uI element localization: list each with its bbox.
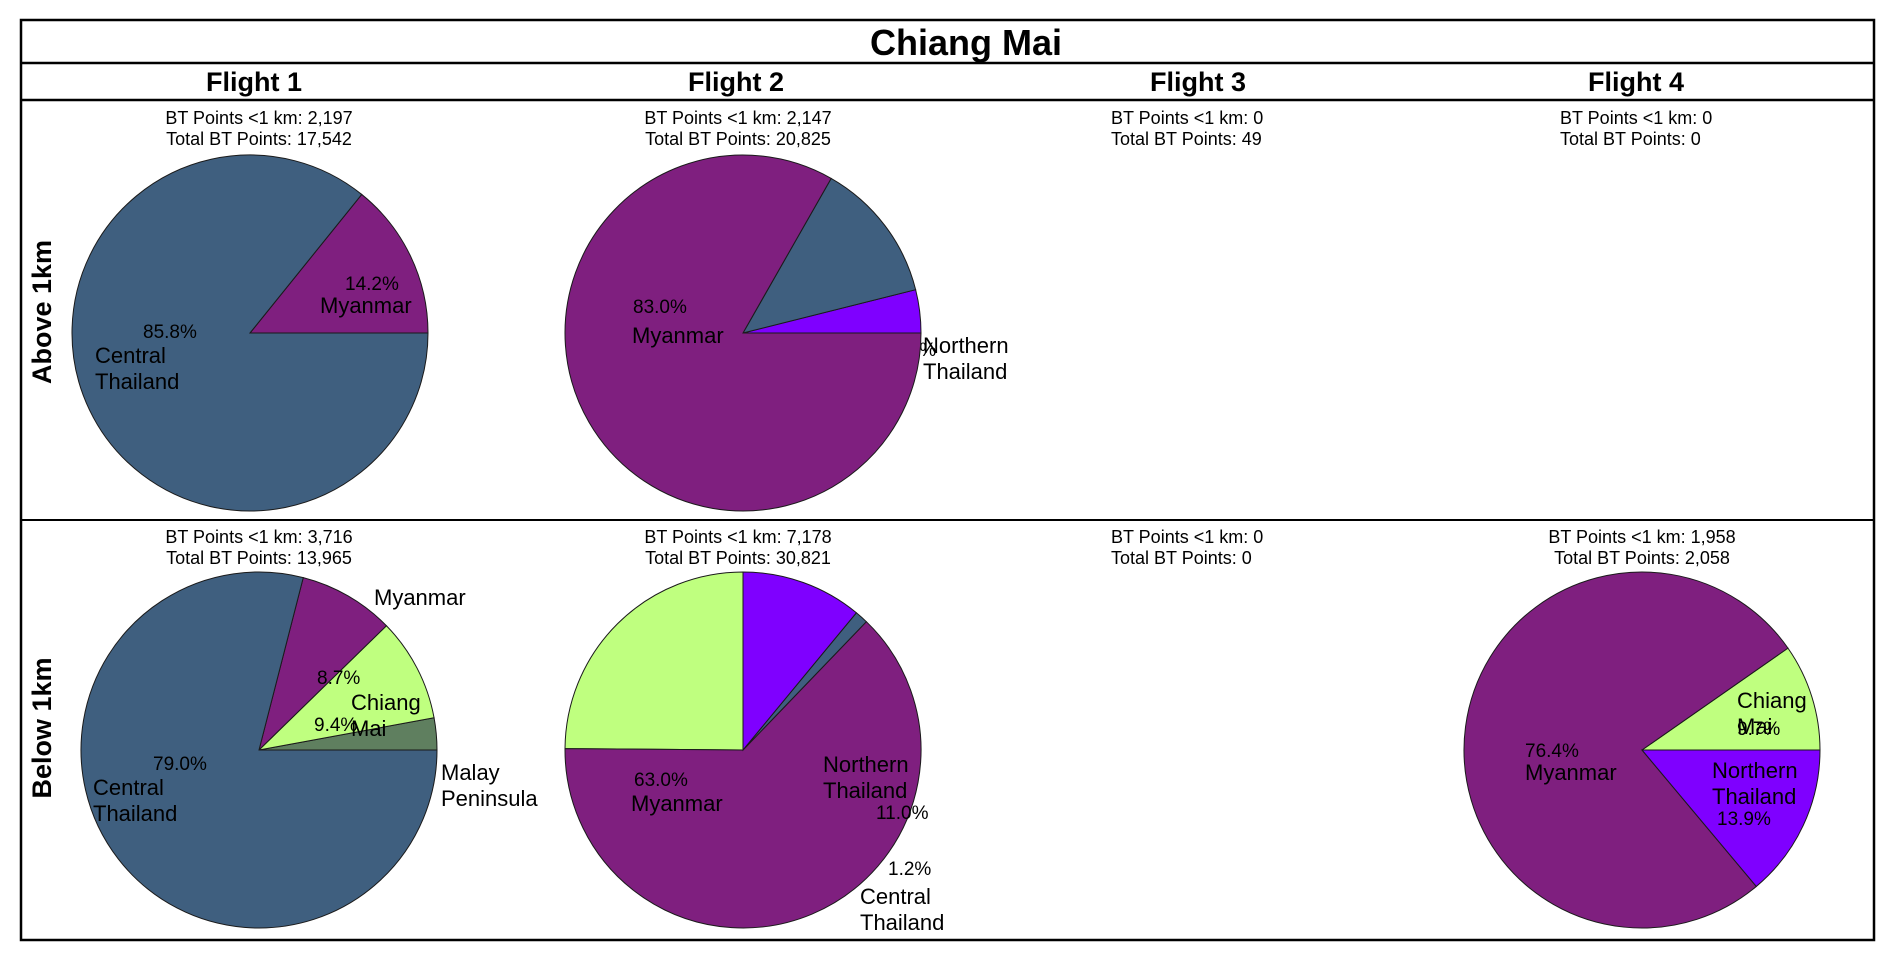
info-f1-above-bt-points: BT Points <1 km: 2,197 [165, 108, 352, 128]
slice-name-label: Mai [1737, 714, 1772, 739]
pie-slice-chiang-mai [257, 625, 435, 751]
figure-border [19, 18, 1876, 942]
slice-name-label: Central [95, 343, 166, 368]
pie-slice-northern-thailand [1640, 749, 1821, 888]
slice-name-label: Peninsula [441, 786, 538, 811]
slice-name-label: Thailand [923, 359, 1007, 384]
slice-name-label: Thailand [860, 910, 944, 935]
info-f2-below-bt-points: BT Points <1 km: 7,178 [644, 527, 831, 547]
slice-name-label: Myanmar [631, 791, 723, 816]
slice-name-label: Mai [351, 716, 386, 741]
info-f2-below-total: Total BT Points: 30,821 [645, 548, 831, 568]
column-header-flight-4: Flight 4 [1588, 67, 1684, 97]
info-f2-above-bt-points: BT Points <1 km: 2,147 [644, 108, 831, 128]
pie-slice-central-thailand [80, 571, 438, 929]
slice-percent-label: 9.4% [314, 715, 357, 736]
slice-name-label: Central [93, 775, 164, 800]
info-f4-below-total: Total BT Points: 2,058 [1554, 548, 1730, 568]
info-f2-above-total: Total BT Points: 20,825 [645, 129, 831, 149]
pie-flight-2-below-1km: 24.9%ChiangMai63.0%Myanmar1.2%CentralTha… [564, 571, 944, 935]
row-label-below-1km: Below 1km [27, 657, 57, 798]
pie-slice-chiang-mai [1640, 647, 1821, 751]
info-f1-above-total: Total BT Points: 17,542 [166, 129, 352, 149]
pie-flight-1-below-1km: 2.9%MalayPeninsula9.4%ChiangMai8.7%Myanm… [80, 571, 538, 929]
pie-slice-myanmar [248, 193, 429, 334]
pie-slice-central-thailand [71, 154, 429, 512]
slice-percent-label: 1.2% [888, 859, 931, 880]
info-f4-below-bt-points: BT Points <1 km: 1,958 [1548, 527, 1735, 547]
info-f1-below-bt-points: BT Points <1 km: 3,716 [165, 527, 352, 547]
row-label-above-1km: Above 1km [27, 240, 57, 384]
info-f3-below-bt-points: BT Points <1 km: 0 [1111, 527, 1263, 547]
slice-percent-label: 14.2% [345, 274, 399, 295]
info-f4-above-total: Total BT Points: 0 [1560, 129, 1701, 149]
slice-name-label: Northern [823, 752, 909, 777]
pie-slice-myanmar [258, 576, 388, 752]
info-f3-above-total: Total BT Points: 49 [1111, 129, 1262, 149]
slice-name-label: Myanmar [320, 293, 412, 318]
slice-name-label: Chiang [1737, 688, 1807, 713]
slice-name-label: Thailand [93, 801, 177, 826]
slice-name-label: Northern [1712, 758, 1798, 783]
column-header-flight-1: Flight 1 [206, 67, 302, 97]
info-f3-above-bt-points: BT Points <1 km: 0 [1111, 108, 1263, 128]
slice-percent-label: 63.0% [634, 770, 688, 791]
info-f3-below-total: Total BT Points: 0 [1111, 548, 1252, 568]
slice-name-label: Malay [441, 760, 500, 785]
column-header-flight-3: Flight 3 [1150, 67, 1246, 97]
slice-name-label: Thailand [95, 369, 179, 394]
pie-slice-myanmar [564, 154, 922, 512]
pie-slice-central-thailand [741, 177, 917, 334]
slice-percent-label: 76.4% [1525, 741, 1579, 762]
slice-name-label: Northern [923, 333, 1009, 358]
slice-percent-label: 79.0% [153, 754, 207, 775]
pie-slice-myanmar [564, 620, 922, 929]
slice-percent-label: 83.0% [633, 297, 687, 318]
slice-name-label: Myanmar [1525, 760, 1617, 785]
figure-title: Chiang Mai [870, 22, 1062, 63]
slice-name-label: Myanmar [632, 323, 724, 348]
slice-percent-label: 13.9% [1717, 809, 1771, 830]
slice-name-label: Central [860, 884, 931, 909]
slice-percent-label: 9.7% [1737, 719, 1780, 740]
pie-slice-chiang-mai [564, 571, 744, 751]
slice-name-label: Thailand [823, 778, 907, 803]
slice-name-label: Thailand [1712, 784, 1796, 809]
slice-percent-label: 11.0% [876, 803, 929, 824]
column-header-flight-2: Flight 2 [688, 67, 784, 97]
slice-name-label: Chiang [351, 690, 421, 715]
slice-percent-label: 85.8% [143, 322, 197, 343]
pie-slice-myanmar [1463, 571, 1789, 929]
slice-name-label: Myanmar [374, 585, 466, 610]
info-f4-above-bt-points: BT Points <1 km: 0 [1560, 108, 1712, 128]
slice-percent-label: 8.7% [317, 668, 360, 689]
pie-slice-northern-thailand [742, 571, 858, 752]
pie-flight-2-above-1km: 3.9%NorthernThailand12.8%CentralThailand… [564, 154, 1009, 512]
pie-charts: 14.2%Myanmar85.8%CentralThailand3.9%Nort… [71, 154, 1821, 935]
info-f1-below-total: Total BT Points: 13,965 [166, 548, 352, 568]
